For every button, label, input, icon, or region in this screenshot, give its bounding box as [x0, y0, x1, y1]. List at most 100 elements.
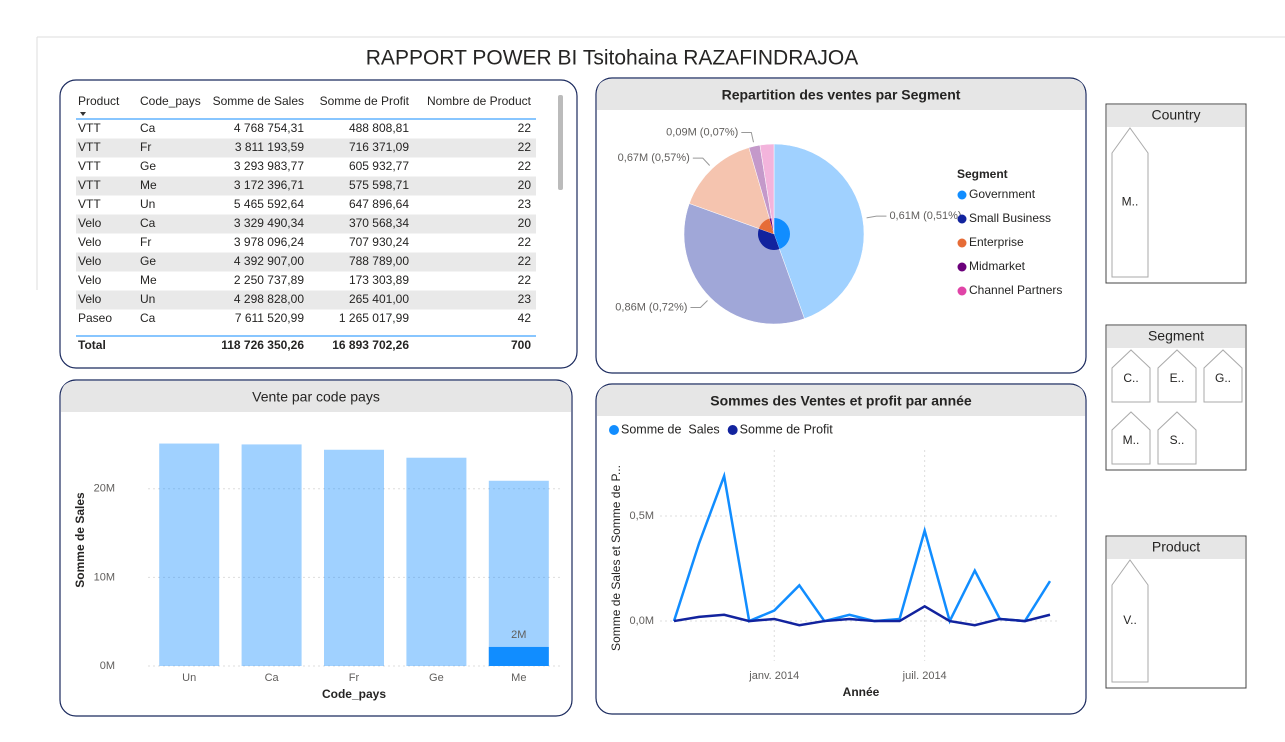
leader-line: [690, 300, 708, 309]
legend-label[interactable]: Enterprise: [969, 235, 1024, 249]
y-tick-label: 0,5M: [630, 510, 654, 522]
slicer-item-label[interactable]: M..: [1122, 195, 1139, 209]
slicer-item[interactable]: [1111, 411, 1151, 465]
column-header[interactable]: Product: [78, 94, 120, 108]
bar-highlight[interactable]: [488, 646, 549, 666]
table-cell: Ca: [140, 311, 156, 325]
slicer-item[interactable]: [1111, 127, 1149, 278]
legend-marker[interactable]: [609, 425, 619, 435]
column-header[interactable]: Somme de Profit: [320, 94, 410, 108]
slicer-item[interactable]: [1111, 349, 1151, 403]
bar[interactable]: [159, 443, 220, 666]
table-cell: 4 768 754,31: [234, 121, 304, 135]
pie-slice[interactable]: [759, 143, 775, 235]
table-cell: Fr: [140, 235, 151, 249]
slicer-title: Product: [1152, 539, 1200, 555]
slicer-item-label[interactable]: G..: [1215, 371, 1231, 385]
bar-header: [61, 381, 571, 412]
line-series[interactable]: [673, 604, 1051, 627]
x-tick-label: Me: [511, 672, 526, 684]
total-cell: Total: [78, 338, 106, 352]
x-axis-label: Code_pays: [322, 687, 386, 701]
slicer-title: Segment: [1148, 328, 1204, 344]
table-cell: VTT: [78, 197, 101, 211]
row-band: [76, 138, 536, 158]
slicer-item[interactable]: [1157, 349, 1197, 403]
table-cell: Fr: [140, 140, 151, 154]
report-title: RAPPORT POWER BI Tsitohaina RAZAFINDRAJO…: [366, 47, 858, 70]
line-card: [595, 383, 1087, 715]
legend-label[interactable]: Small Business: [969, 211, 1051, 225]
pie-card: [595, 77, 1087, 374]
pie-highlight: [769, 218, 774, 234]
legend-marker[interactable]: [957, 286, 967, 296]
legend-marker[interactable]: [957, 214, 967, 224]
column-header[interactable]: Nombre de Product: [427, 94, 532, 108]
legend-marker[interactable]: [957, 262, 967, 272]
table-cell: 605 932,77: [349, 159, 409, 173]
table-cell: 4 298 828,00: [234, 292, 304, 306]
table-cell: Velo: [78, 273, 102, 287]
legend-label[interactable]: Channel Partners: [969, 283, 1062, 297]
table-cell: Ge: [140, 159, 156, 173]
slicer-header: [1107, 537, 1245, 559]
pie-slice[interactable]: [689, 147, 775, 235]
table-cell: Paseo: [78, 311, 112, 325]
legend-label[interactable]: Somme de Profit: [740, 422, 834, 436]
pie-highlight: [774, 218, 790, 250]
slicer-item[interactable]: [1157, 411, 1197, 465]
legend-title: Segment: [957, 167, 1008, 181]
y-tick-label: 0,0M: [630, 615, 654, 627]
table-cell: 2 250 737,89: [234, 273, 304, 287]
legend-label[interactable]: Somme de Sales: [621, 422, 720, 436]
x-tick-label: Un: [182, 672, 196, 684]
slicer-item-label[interactable]: S..: [1170, 433, 1185, 447]
bar[interactable]: [406, 457, 467, 666]
table-cell: 3 172 396,71: [234, 178, 304, 192]
slicer-item-label[interactable]: M..: [1123, 433, 1140, 447]
slicer-item-label[interactable]: V..: [1123, 613, 1137, 627]
legend-label[interactable]: Government: [969, 187, 1036, 201]
slicer-item-label[interactable]: E..: [1170, 371, 1185, 385]
bar[interactable]: [241, 444, 302, 666]
pie-slice[interactable]: [683, 203, 805, 325]
y-axis-label: Somme de Sales et Somme de P...: [609, 465, 623, 651]
table-cell: VTT: [78, 178, 101, 192]
scrollbar[interactable]: [558, 95, 563, 190]
table-cell: 4 392 907,00: [234, 254, 304, 268]
table-cell: 3 811 193,59: [235, 140, 305, 154]
column-header[interactable]: Somme de Sales: [213, 94, 304, 108]
table-cell: VTT: [78, 159, 101, 173]
legend-marker[interactable]: [957, 238, 967, 248]
table-cell: 575 598,71: [349, 178, 409, 192]
table-cell: 22: [518, 140, 532, 154]
table-cell: Un: [140, 292, 155, 306]
slicer-item[interactable]: [1111, 559, 1149, 683]
table-cell: 265 401,00: [349, 292, 409, 306]
table-cell: 20: [518, 178, 532, 192]
legend-label[interactable]: Midmarket: [969, 259, 1026, 273]
column-header[interactable]: Code_pays: [140, 94, 201, 108]
table-cell: VTT: [78, 121, 101, 135]
pie-slice[interactable]: [773, 143, 865, 319]
legend-marker[interactable]: [957, 190, 967, 200]
data-label: 2M: [511, 629, 526, 641]
table-cell: 22: [518, 159, 532, 173]
y-tick-label: 20M: [94, 483, 115, 495]
table-cell: 3 293 983,77: [234, 159, 304, 173]
x-tick-label: juil. 2014: [902, 670, 947, 682]
table-cell: Ca: [140, 216, 156, 230]
slicer-item[interactable]: [1203, 349, 1243, 403]
y-tick-label: 0M: [100, 660, 115, 672]
total-cell: 118 726 350,26: [221, 338, 304, 352]
bar[interactable]: [488, 480, 549, 666]
x-tick-label: Ca: [265, 672, 280, 684]
line-series[interactable]: [672, 471, 1052, 625]
table-cell: Velo: [78, 292, 102, 306]
leader-line: [866, 215, 887, 219]
bar[interactable]: [324, 449, 384, 666]
slicer-item-label[interactable]: C..: [1123, 371, 1138, 385]
legend-marker[interactable]: [727, 425, 738, 435]
table-cell: Me: [140, 273, 157, 287]
y-axis-label: Somme de Sales: [73, 492, 87, 588]
